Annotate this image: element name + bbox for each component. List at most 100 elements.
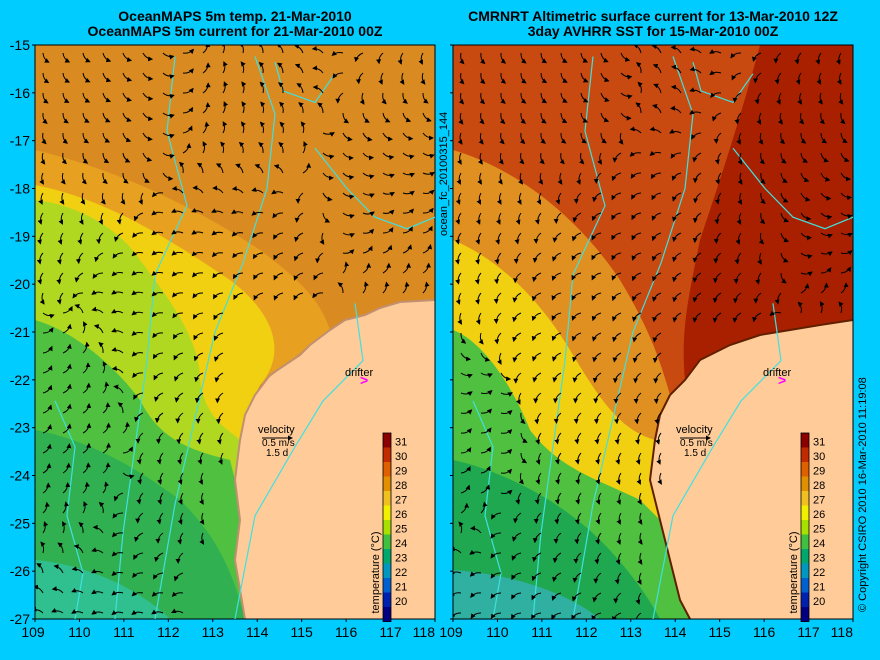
- current-vector: [202, 102, 211, 114]
- current-vector: [595, 452, 602, 465]
- current-vector: [531, 592, 542, 601]
- current-vector: [479, 92, 486, 105]
- bathymetry-contour: [274, 62, 336, 104]
- colorbar-segment: [383, 462, 391, 477]
- colorbar-segment: [383, 491, 391, 506]
- current-vector: [35, 606, 44, 614]
- current-vector: [453, 546, 462, 554]
- current-vector: [216, 432, 224, 445]
- current-vector: [574, 512, 582, 525]
- current-vector: [102, 52, 112, 63]
- current-vector: [480, 446, 492, 454]
- current-vector: [560, 132, 567, 144]
- current-vector: [122, 172, 129, 184]
- colorbar-tick-label: 28: [395, 480, 407, 492]
- current-vector: [402, 244, 413, 254]
- current-vector: [175, 552, 184, 564]
- current-vector: [713, 132, 722, 144]
- lat-tick-label: -24: [10, 468, 30, 484]
- current-vector: [820, 232, 833, 239]
- current-vector: [595, 492, 602, 505]
- current-vector: [732, 312, 742, 323]
- current-vector: [62, 72, 70, 83]
- current-vector: [422, 132, 434, 141]
- colorbar-tick-label: 24: [813, 538, 825, 550]
- current-vector: [82, 152, 89, 164]
- bathymetry-contour: [472, 400, 502, 619]
- current-vector: [656, 452, 662, 465]
- current-vector: [651, 212, 662, 221]
- current-vector: [840, 192, 853, 201]
- current-vector: [111, 271, 124, 277]
- current-vector: [600, 52, 609, 63]
- current-vector: [500, 392, 513, 397]
- current-vector: [615, 472, 622, 485]
- current-vector: [154, 392, 164, 402]
- current-vector: [402, 112, 412, 123]
- current-vector: [710, 92, 722, 98]
- current-vector: [382, 281, 390, 294]
- bathymetry-contour: [532, 56, 606, 619]
- current-vector: [689, 109, 702, 115]
- current-vector: [111, 308, 124, 314]
- right-title-line2: 3day AVHRR SST for 15-Mar-2010 00Z: [527, 23, 779, 39]
- left-lon-tick-label: 115: [291, 624, 314, 640]
- colorbar-segment: [801, 505, 809, 521]
- left-lon-tick-label: 110: [68, 624, 91, 640]
- current-vector: [515, 212, 522, 225]
- current-vector: [382, 227, 394, 234]
- current-vector: [362, 228, 375, 235]
- current-vector: [511, 552, 522, 561]
- current-vector: [532, 252, 542, 263]
- current-vector: [795, 72, 802, 85]
- current-vector: [77, 232, 84, 245]
- current-vector: [337, 282, 344, 294]
- current-vector: [155, 432, 164, 445]
- current-vector: [759, 152, 765, 165]
- current-vector: [296, 83, 304, 94]
- current-vector: [232, 272, 244, 280]
- current-vector: [73, 544, 84, 554]
- current-vector: [469, 571, 482, 577]
- current-vector: [600, 72, 610, 83]
- current-vector: [672, 212, 682, 222]
- current-vector: [480, 52, 486, 65]
- current-vector: [82, 481, 90, 494]
- colorbar-tick-label: 28: [813, 480, 825, 492]
- current-vector: [111, 590, 124, 596]
- current-vector: [222, 81, 229, 94]
- current-vector: [402, 172, 415, 178]
- current-vector: [499, 112, 506, 125]
- current-vector: [611, 612, 622, 619]
- colorbar-segment: [801, 607, 809, 622]
- current-vector: [494, 272, 502, 285]
- current-vector: [593, 172, 602, 184]
- current-vector: [111, 570, 124, 576]
- current-vector: [138, 192, 144, 205]
- colorbar-tick-label: 20: [813, 596, 825, 608]
- colorbar-tick-label: 23: [395, 553, 407, 565]
- current-vector: [273, 164, 284, 174]
- left-coastline-land: [233, 299, 435, 619]
- current-vector: [295, 192, 304, 204]
- current-vector: [730, 52, 742, 59]
- current-vector: [689, 46, 702, 54]
- current-vector: [42, 404, 53, 414]
- current-vector: [533, 232, 542, 244]
- current-vector: [554, 512, 562, 525]
- current-vector: [42, 92, 49, 104]
- colorbar-tick-label: 26: [813, 509, 825, 521]
- current-vector: [655, 432, 662, 445]
- current-vector: [82, 442, 92, 454]
- current-vector: [191, 251, 204, 257]
- current-vector: [653, 83, 662, 94]
- current-vector: [840, 112, 846, 125]
- current-vector: [137, 472, 144, 485]
- current-vector: [657, 472, 662, 485]
- current-vector: [102, 92, 112, 103]
- current-vector: [381, 92, 387, 105]
- current-vector: [142, 72, 154, 82]
- current-vector: [214, 372, 224, 383]
- colorbars: 31 30 29 28 27 26 25 24 23 22 21 20 temperature (°C)…: [370, 432, 825, 622]
- current-vector: [131, 290, 144, 296]
